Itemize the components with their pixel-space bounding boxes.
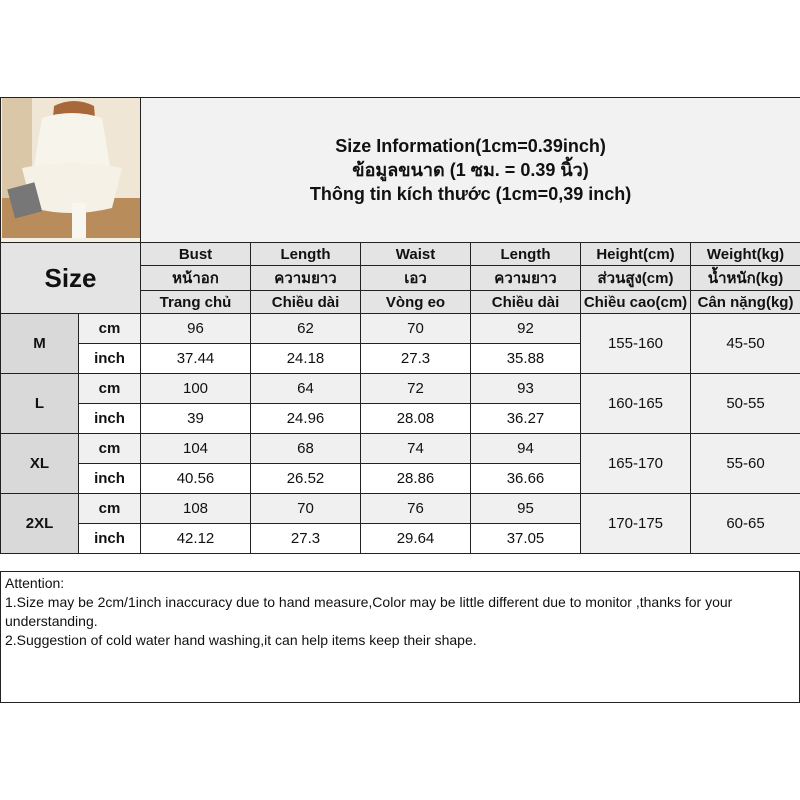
table-row-cm: 2XL cm 108 70 76 95 170-175 60-65: [0, 493, 800, 554]
cell-inch: 35.88: [470, 343, 581, 374]
attention-line-2: 2.Suggestion of cold water hand washing,…: [5, 632, 477, 648]
size-header: Size: [0, 242, 141, 314]
cell-inch: 29.64: [360, 523, 471, 554]
cell-inch: 24.96: [250, 403, 361, 434]
unit-cm: cm: [78, 493, 141, 524]
cell-inch: 37.44: [140, 343, 251, 374]
cell-cm: 72: [360, 373, 471, 404]
size-label: L: [0, 373, 79, 434]
table-row-cm: XL cm 104 68 74 94 165-170 55-60: [0, 433, 800, 494]
cell-inch: 37.05: [470, 523, 581, 554]
cell-height: 160-165: [580, 373, 691, 434]
cell-height: 155-160: [580, 313, 691, 374]
cell-inch: 27.3: [250, 523, 361, 554]
attention-heading: Attention:: [5, 575, 65, 591]
header-height-vi: Chiều cao(cm): [580, 290, 691, 314]
cell-inch: 27.3: [360, 343, 471, 374]
size-label: XL: [0, 433, 79, 494]
attention-notes: Attention: 1.Size may be 2cm/1inch inacc…: [0, 571, 800, 703]
cell-cm: 70: [250, 493, 361, 524]
cell-cm: 93: [470, 373, 581, 404]
cell-cm: 68: [250, 433, 361, 464]
cell-inch: 26.52: [250, 463, 361, 494]
unit-inch: inch: [78, 523, 141, 554]
size-label: M: [0, 313, 79, 374]
header-bust-vi: Trang chủ: [140, 290, 251, 314]
header-weight-vi: Cân nặng(kg): [689, 290, 800, 314]
cell-inch: 24.18: [250, 343, 361, 374]
cell-cm: 95: [470, 493, 581, 524]
header-length-th: ความยาว: [250, 265, 361, 291]
title-vietnamese: Thông tin kích thước (1cm=0,39 inch): [309, 184, 632, 204]
cell-cm: 62: [250, 313, 361, 344]
cell-weight: 55-60: [689, 433, 800, 494]
header-length: Length: [250, 242, 361, 266]
cell-inch: 42.12: [140, 523, 251, 554]
unit-inch: inch: [78, 343, 141, 374]
unit-inch: inch: [78, 463, 141, 494]
cell-inch: 28.86: [360, 463, 471, 494]
cell-cm: 100: [140, 373, 251, 404]
cell-cm: 64: [250, 373, 361, 404]
cell-cm: 94: [470, 433, 581, 464]
size-chart-table: Size Information(1cm=0.39inch) ข้อมูลขนา…: [0, 97, 800, 554]
header-waist: Waist: [360, 242, 471, 266]
pajama-photo-icon: [1, 98, 140, 238]
cell-inch: 40.56: [140, 463, 251, 494]
header-weight: Weight(kg): [689, 242, 800, 266]
cell-inch: 36.27: [470, 403, 581, 434]
size-label: 2XL: [0, 493, 79, 554]
table-row-inch: inch 42.12 27.3 29.64 37.05: [1, 523, 800, 554]
cell-cm: 108: [140, 493, 251, 524]
header-waist-vi: Vòng eo: [360, 290, 471, 314]
header-height-th: ส่วนสูง(cm): [580, 265, 691, 291]
table-row-inch: inch 39 24.96 28.08 36.27: [1, 403, 800, 434]
cell-weight: 50-55: [689, 373, 800, 434]
cell-height: 165-170: [580, 433, 691, 494]
attention-line-1: 1.Size may be 2cm/1inch inaccuracy due t…: [5, 594, 733, 629]
cell-weight: 45-50: [689, 313, 800, 374]
header-length-2-th: ความยาว: [470, 265, 581, 291]
header-length-2: Length: [470, 242, 581, 266]
cell-inch: 36.66: [470, 463, 581, 494]
unit-cm: cm: [78, 433, 141, 464]
header-length-2-vi: Chiều dài: [470, 290, 581, 314]
cell-cm: 96: [140, 313, 251, 344]
cell-cm: 104: [140, 433, 251, 464]
cell-cm: 92: [470, 313, 581, 344]
header-bust: Bust: [140, 242, 251, 266]
size-info-title: Size Information(1cm=0.39inch) ข้อมูลขนา…: [139, 97, 800, 243]
title-thai: ข้อมูลขนาด (1 ซม. = 0.39 นิ้ว): [352, 160, 589, 180]
cell-weight: 60-65: [689, 493, 800, 554]
cell-cm: 70: [360, 313, 471, 344]
header-weight-th: น้ำหนัก(kg): [689, 265, 800, 291]
header-length-vi: Chiều dài: [250, 290, 361, 314]
title-english: Size Information(1cm=0.39inch): [335, 136, 606, 156]
table-row-inch: inch 37.44 24.18 27.3 35.88: [1, 343, 800, 374]
cell-inch: 39: [140, 403, 251, 434]
table-row-inch: inch 40.56 26.52 28.86 36.66: [1, 463, 800, 494]
cell-cm: 74: [360, 433, 471, 464]
header-height: Height(cm): [580, 242, 691, 266]
unit-inch: inch: [78, 403, 141, 434]
cell-height: 170-175: [580, 493, 691, 554]
cell-cm: 76: [360, 493, 471, 524]
cell-inch: 28.08: [360, 403, 471, 434]
header-waist-th: เอว: [360, 265, 471, 291]
header-bust-th: หน้าอก: [140, 265, 251, 291]
unit-cm: cm: [78, 373, 141, 404]
unit-cm: cm: [78, 313, 141, 344]
product-photo: [0, 97, 141, 243]
